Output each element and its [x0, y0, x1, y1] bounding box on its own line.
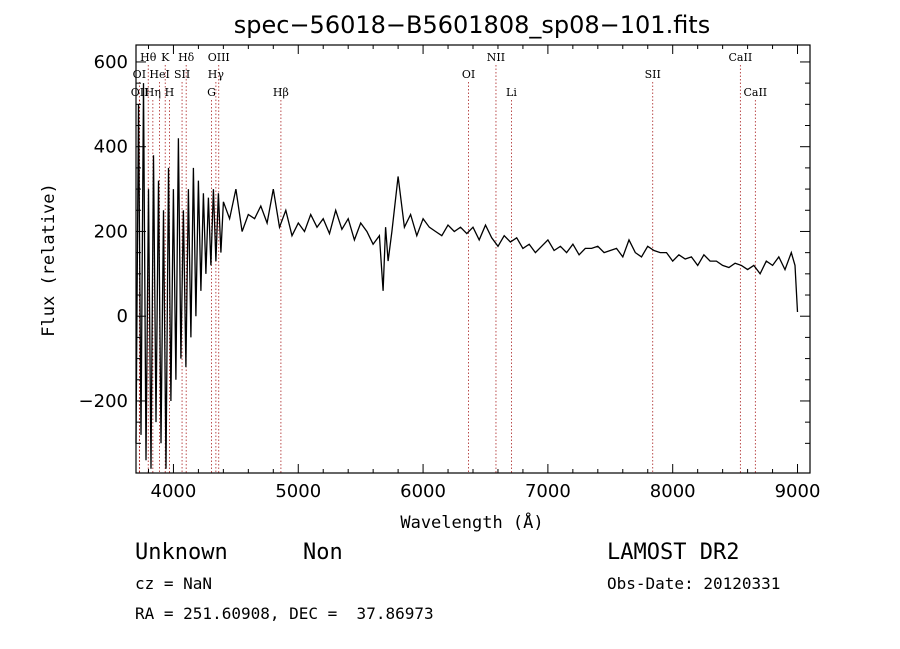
object-class: Unknown [135, 540, 228, 565]
line-marker-label: H [165, 86, 175, 99]
x-tick-label: 6000 [400, 481, 446, 502]
line-marker-label: Hδ [178, 51, 195, 64]
line-marker-label: CaII [743, 86, 767, 99]
line-marker-label: OI [133, 68, 146, 81]
y-tick-label: 0 [117, 306, 128, 327]
line-marker-label: OI [462, 68, 475, 81]
x-tick-label: 9000 [775, 481, 821, 502]
line-marker-label: HeI [149, 68, 169, 81]
axes: 4000 5000 6000 7000 8000 9000 −200 0 200 400 600 [79, 45, 821, 502]
x-tick-label: 8000 [650, 481, 696, 502]
line-marker-label: NII [487, 51, 505, 64]
survey-name: LAMOST DR2 [607, 540, 740, 565]
line-marker-label: CaII [729, 51, 753, 64]
chart-title: spec−56018−B5601808_sp08−101.fits [234, 11, 710, 39]
line-marker-label: SII [174, 68, 190, 81]
x-axis-label: Wavelength (Å) [400, 511, 543, 533]
spectrum-line [135, 83, 799, 469]
line-marker-label: Li [506, 86, 517, 99]
y-tick-label: 600 [94, 52, 128, 73]
line-marker-label: SII [645, 68, 661, 81]
x-tick-label: 5000 [275, 481, 321, 502]
line-marker-label: K [161, 51, 170, 64]
y-tick-label: 200 [94, 221, 128, 242]
observation-date: Obs-Date: 20120331 [607, 574, 781, 593]
coordinates: RA = 251.60908, DEC = 37.86973 [135, 604, 434, 623]
y-tick-label: −200 [79, 391, 128, 412]
line-marker-label: Hγ [208, 68, 225, 81]
object-subclass: Non [303, 540, 343, 565]
x-tick-label: 7000 [525, 481, 571, 502]
line-marker-label: Hβ [273, 86, 289, 99]
line-marker-label: G [207, 86, 216, 99]
line-marker-label: Hθ [140, 51, 157, 64]
redshift-cz: cz = NaN [135, 574, 213, 593]
y-tick-label: 400 [94, 137, 128, 158]
line-marker-label: OIII [208, 51, 230, 64]
y-axis-label: Flux (relative) [39, 183, 59, 337]
line-marker-label: Hη [145, 86, 161, 99]
x-tick-label: 4000 [151, 481, 197, 502]
